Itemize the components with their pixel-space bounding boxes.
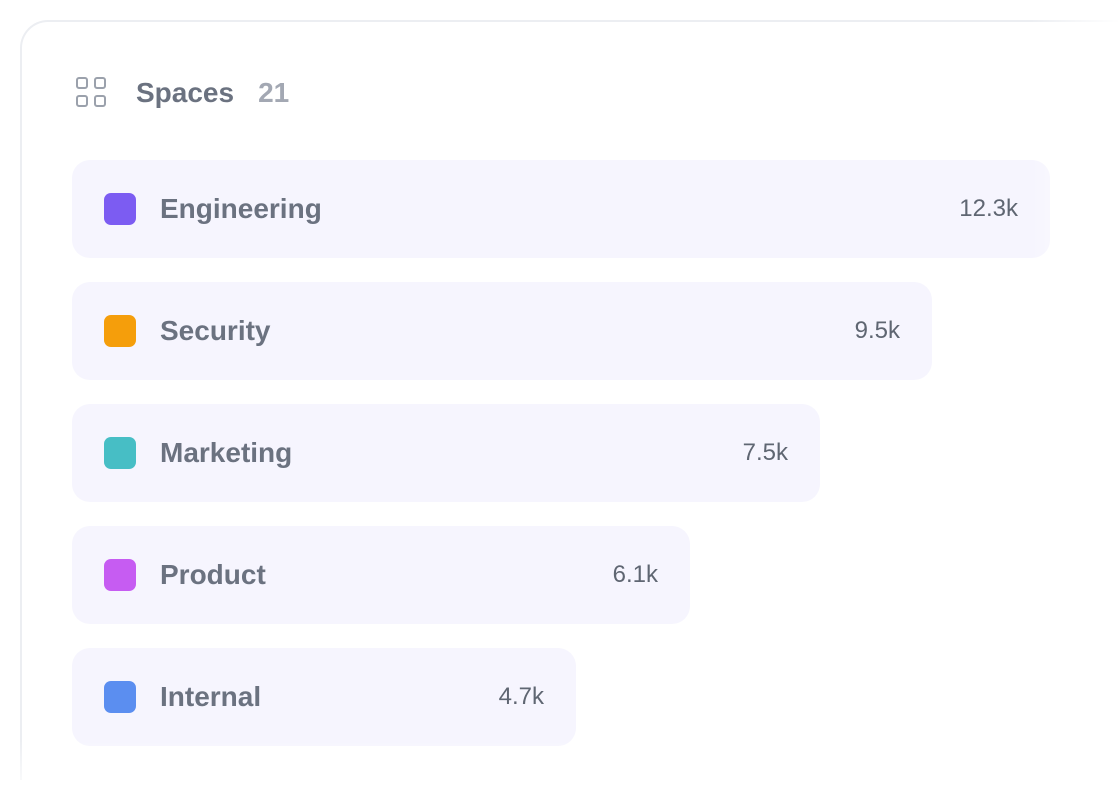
space-row-internal[interactable]: Internal 4.7k (72, 648, 576, 746)
space-row-security[interactable]: Security 9.5k (72, 282, 932, 380)
internal-color-swatch (104, 681, 136, 713)
space-row-engineering[interactable]: Engineering 12.3k (72, 160, 1050, 258)
space-name: Product (160, 559, 266, 590)
space-name: Marketing (160, 437, 293, 468)
marketing-color-swatch (104, 437, 136, 469)
space-value: 12.3k (959, 195, 1018, 222)
space-row-product[interactable]: Product 6.1k (72, 526, 690, 624)
space-row-marketing[interactable]: Marketing 7.5k (72, 404, 820, 502)
spaces-count: 21 (258, 77, 290, 108)
space-name: Engineering (160, 193, 322, 224)
product-color-swatch (104, 559, 136, 591)
spaces-header: Spaces 21 (76, 76, 289, 110)
grid-icon (76, 77, 108, 109)
space-value: 7.5k (742, 439, 788, 466)
space-value: 6.1k (612, 561, 658, 588)
space-value: 9.5k (854, 317, 900, 344)
space-value: 4.7k (498, 683, 544, 710)
space-name: Internal (160, 681, 262, 712)
space-name: Security (160, 315, 271, 346)
security-color-swatch (104, 315, 136, 347)
engineering-color-swatch (104, 193, 136, 225)
spaces-title: Spaces (136, 77, 235, 108)
